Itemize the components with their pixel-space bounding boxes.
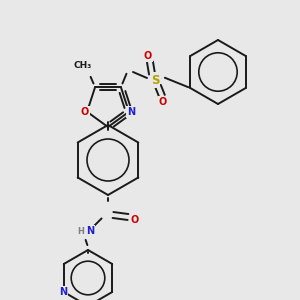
Text: N: N (127, 107, 135, 117)
Text: CH₃: CH₃ (74, 61, 92, 70)
Text: H: H (78, 226, 84, 236)
Text: O: O (144, 51, 152, 61)
Text: N: N (86, 226, 94, 236)
Text: O: O (159, 97, 167, 107)
Text: O: O (81, 107, 89, 117)
Text: O: O (131, 215, 139, 225)
Text: N: N (59, 287, 67, 297)
Text: S: S (151, 74, 159, 86)
